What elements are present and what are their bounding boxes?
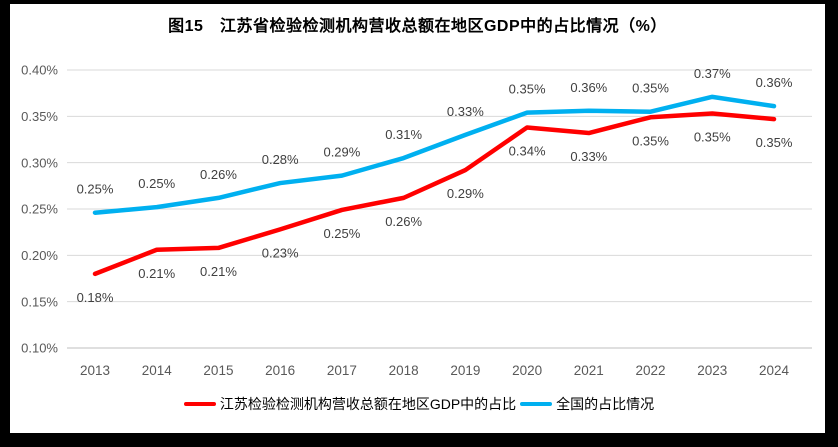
data-label: 0.35% — [632, 81, 669, 96]
data-label: 0.25% — [138, 176, 175, 191]
chart-title: 图15 江苏省检验检测机构营收总额在地区GDP中的占比情况（%） — [168, 18, 667, 35]
data-label: 0.26% — [200, 167, 237, 182]
data-label: 0.31% — [385, 127, 422, 142]
x-axis-tick-label: 2023 — [697, 363, 727, 378]
data-label: 0.25% — [77, 182, 114, 197]
data-label: 0.34% — [509, 143, 546, 158]
x-axis-tick-label: 2019 — [450, 363, 480, 378]
x-axis-tick-label: 2022 — [636, 363, 666, 378]
legend-item-jiangsu: 江苏检验检测机构营收总额在地区GDP中的占比 — [183, 394, 517, 414]
data-label: 0.28% — [262, 152, 299, 167]
x-axis-tick-label: 2021 — [574, 363, 604, 378]
legend-line-blue-icon — [520, 402, 553, 406]
data-label: 0.33% — [570, 149, 607, 164]
y-axis-tick-label: 0.40% — [21, 63, 58, 78]
data-label: 0.35% — [694, 130, 731, 145]
legend-label-jiangsu: 江苏检验检测机构营收总额在地区GDP中的占比 — [219, 396, 517, 412]
data-label: 0.33% — [447, 104, 484, 119]
data-label: 0.35% — [509, 82, 546, 97]
data-label: 0.25% — [323, 226, 360, 241]
y-axis-tick-label: 0.15% — [21, 294, 58, 309]
legend-item-national: 全国的占比情况 — [520, 394, 654, 414]
x-axis-tick-label: 2024 — [759, 363, 790, 378]
y-axis-tick-label: 0.10% — [21, 341, 58, 356]
data-label: 0.29% — [323, 145, 360, 160]
y-axis-tick-label: 0.25% — [21, 202, 58, 217]
legend-label-national: 全国的占比情况 — [556, 396, 655, 412]
y-axis-tick-label: 0.35% — [21, 109, 58, 124]
data-label: 0.35% — [756, 135, 793, 150]
y-axis-tick-label: 0.20% — [21, 248, 58, 263]
x-axis-tick-label: 2015 — [203, 363, 233, 378]
chart-legend: 江苏检验检测机构营收总额在地区GDP中的占比 全国的占比情况 — [0, 394, 838, 414]
series-line-1 — [92, 94, 777, 215]
x-axis-tick-label: 2013 — [80, 363, 110, 378]
data-label: 0.36% — [756, 75, 793, 90]
data-label: 0.21% — [200, 264, 237, 279]
data-label: 0.26% — [385, 214, 422, 229]
x-axis-tick-label: 2016 — [265, 363, 295, 378]
data-label: 0.18% — [77, 290, 114, 305]
data-label: 0.29% — [447, 186, 484, 201]
data-label: 0.21% — [138, 266, 175, 281]
series-line-0 — [92, 111, 777, 277]
x-axis-tick-label: 2018 — [389, 363, 419, 378]
data-label: 0.35% — [632, 133, 669, 148]
data-label: 0.36% — [570, 80, 607, 95]
x-axis-tick-label: 2020 — [512, 363, 542, 378]
data-label: 0.23% — [262, 245, 299, 260]
legend-line-red-icon — [183, 402, 216, 406]
x-axis-tick-label: 2014 — [142, 363, 173, 378]
x-axis-tick-label: 2017 — [327, 363, 357, 378]
data-label: 0.37% — [694, 66, 731, 81]
chart-canvas: 图15 江苏省检验检测机构营收总额在地区GDP中的占比情况（%） — [10, 4, 825, 433]
y-axis-tick-label: 0.30% — [21, 155, 58, 170]
